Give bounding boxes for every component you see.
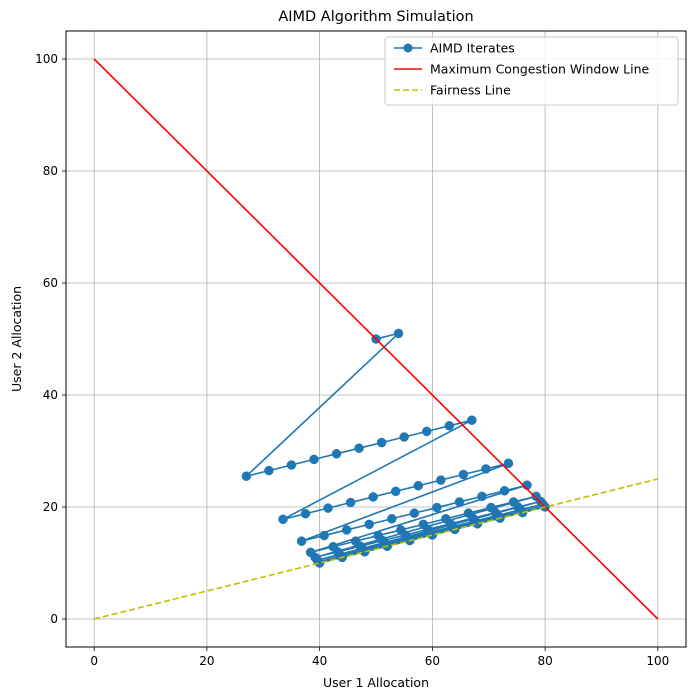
data-point — [444, 421, 455, 431]
data-point — [376, 437, 387, 448]
data-point — [409, 508, 420, 518]
data-point — [432, 502, 442, 513]
data-point — [393, 328, 404, 339]
series-fairness-line — [93, 478, 659, 620]
legend-box — [384, 36, 679, 106]
x-tick-label: 0 — [90, 654, 98, 668]
data-point — [472, 519, 483, 529]
data-point — [341, 525, 352, 535]
legend-item: Maximum Congestion Window Line — [394, 62, 650, 77]
data-point — [467, 415, 477, 425]
data-point — [481, 464, 491, 474]
legend-label: AIMD Iterates — [430, 41, 515, 56]
data-point — [359, 547, 370, 557]
series-layer — [93, 58, 659, 620]
data-point — [354, 443, 364, 453]
x-tick-label: 100 — [646, 654, 669, 668]
data-point — [413, 480, 424, 491]
series-line — [93, 58, 659, 620]
data-point — [477, 491, 487, 502]
data-point — [241, 471, 252, 481]
legend-label: Fairness Line — [430, 83, 511, 98]
x-tick-label: 80 — [537, 654, 552, 668]
y-tick-label: 40 — [43, 388, 58, 402]
legend-item: AIMD Iterates — [394, 41, 515, 56]
x-tick-label: 20 — [199, 654, 214, 668]
y-tick-label: 0 — [50, 612, 58, 626]
data-point — [390, 486, 401, 497]
data-point — [436, 475, 446, 485]
x-tick-label: 40 — [312, 654, 327, 668]
grid — [66, 31, 686, 647]
x-axis-label: User 1 Allocation — [323, 675, 429, 690]
y-tick-label: 80 — [43, 164, 58, 178]
data-point — [421, 426, 432, 437]
legend: AIMD Iterates Maximum Congestion Window L… — [384, 36, 679, 106]
data-point — [454, 497, 465, 507]
data-point — [314, 558, 325, 568]
data-point — [399, 432, 409, 442]
data-point — [364, 519, 374, 530]
data-point — [286, 460, 297, 470]
series-line — [93, 478, 659, 620]
data-point — [296, 536, 307, 546]
legend-label: Maximum Congestion Window Line — [430, 62, 650, 77]
y-tick-label: 20 — [43, 500, 58, 514]
data-point — [503, 458, 514, 469]
data-point — [499, 486, 510, 496]
legend-marker — [403, 43, 413, 53]
series-maximum-congestion-window-line — [93, 58, 659, 620]
data-point — [387, 514, 397, 524]
data-point — [458, 469, 469, 480]
data-point — [319, 530, 329, 541]
legend-item: Fairness Line — [394, 83, 511, 98]
y-axis-label: User 2 Allocation — [9, 286, 24, 392]
data-point — [323, 503, 333, 513]
data-point — [300, 508, 311, 519]
ticks: 0 20 40 60 80 100 0 20 40 60 80 100 — [35, 52, 669, 668]
x-tick-label: 60 — [425, 654, 440, 668]
chart-title: AIMD Algorithm Simulation — [278, 9, 473, 25]
plot-frame — [65, 30, 687, 648]
data-point — [368, 492, 378, 502]
y-tick-label: 100 — [35, 52, 58, 66]
data-point — [331, 449, 342, 459]
data-point — [345, 497, 356, 508]
data-point — [309, 454, 319, 465]
data-point — [264, 465, 274, 476]
data-point — [278, 514, 288, 525]
data-point — [427, 530, 438, 540]
y-tick-label: 60 — [43, 276, 58, 290]
